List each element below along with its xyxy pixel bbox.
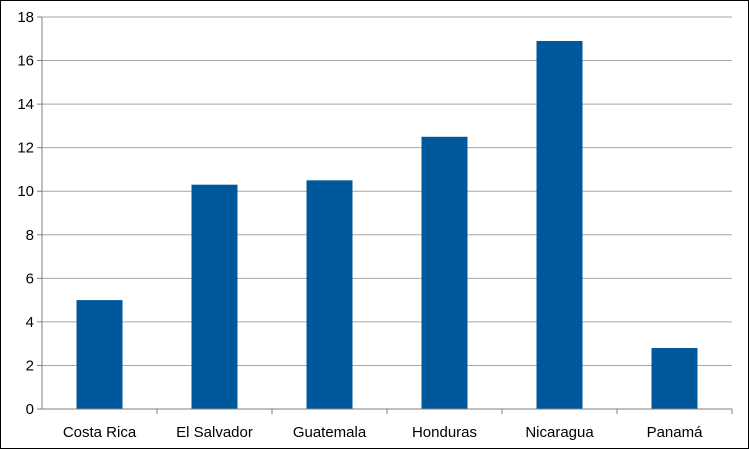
y-tick-label: 8 [26,227,34,244]
y-tick-label: 6 [26,270,34,287]
y-tick-label: 4 [26,314,34,331]
x-tick-label: Guatemala [293,424,367,441]
y-tick-label: 2 [26,357,34,374]
bar-panam- [651,348,698,409]
bar-costa-rica [76,300,123,409]
bar-nicaragua [536,40,583,409]
bars [76,40,698,409]
bar-honduras [421,136,468,409]
x-tick-label: Nicaragua [525,424,594,441]
bar-el-salvador [191,184,238,409]
bar-guatemala [306,180,353,409]
x-tick-label: Costa Rica [63,424,137,441]
y-tick-label: 16 [17,53,34,70]
y-tick-labels: 0 2 4 6 8 10 12 14 16 18 [17,9,34,418]
y-tick-label: 10 [17,183,34,200]
axes [37,16,733,414]
x-tick-label: Panamá [647,424,704,441]
x-tick-label: Honduras [412,424,477,441]
x-tick-label: El Salvador [176,424,253,441]
gridlines [42,16,732,366]
y-tick-label: 12 [17,140,34,157]
y-tick-label: 0 [26,401,34,418]
y-tick-label: 18 [17,9,34,26]
y-tick-label: 14 [17,96,34,113]
x-tick-labels: Costa Rica El Salvador Guatemala Honduras Ni… [63,424,703,441]
